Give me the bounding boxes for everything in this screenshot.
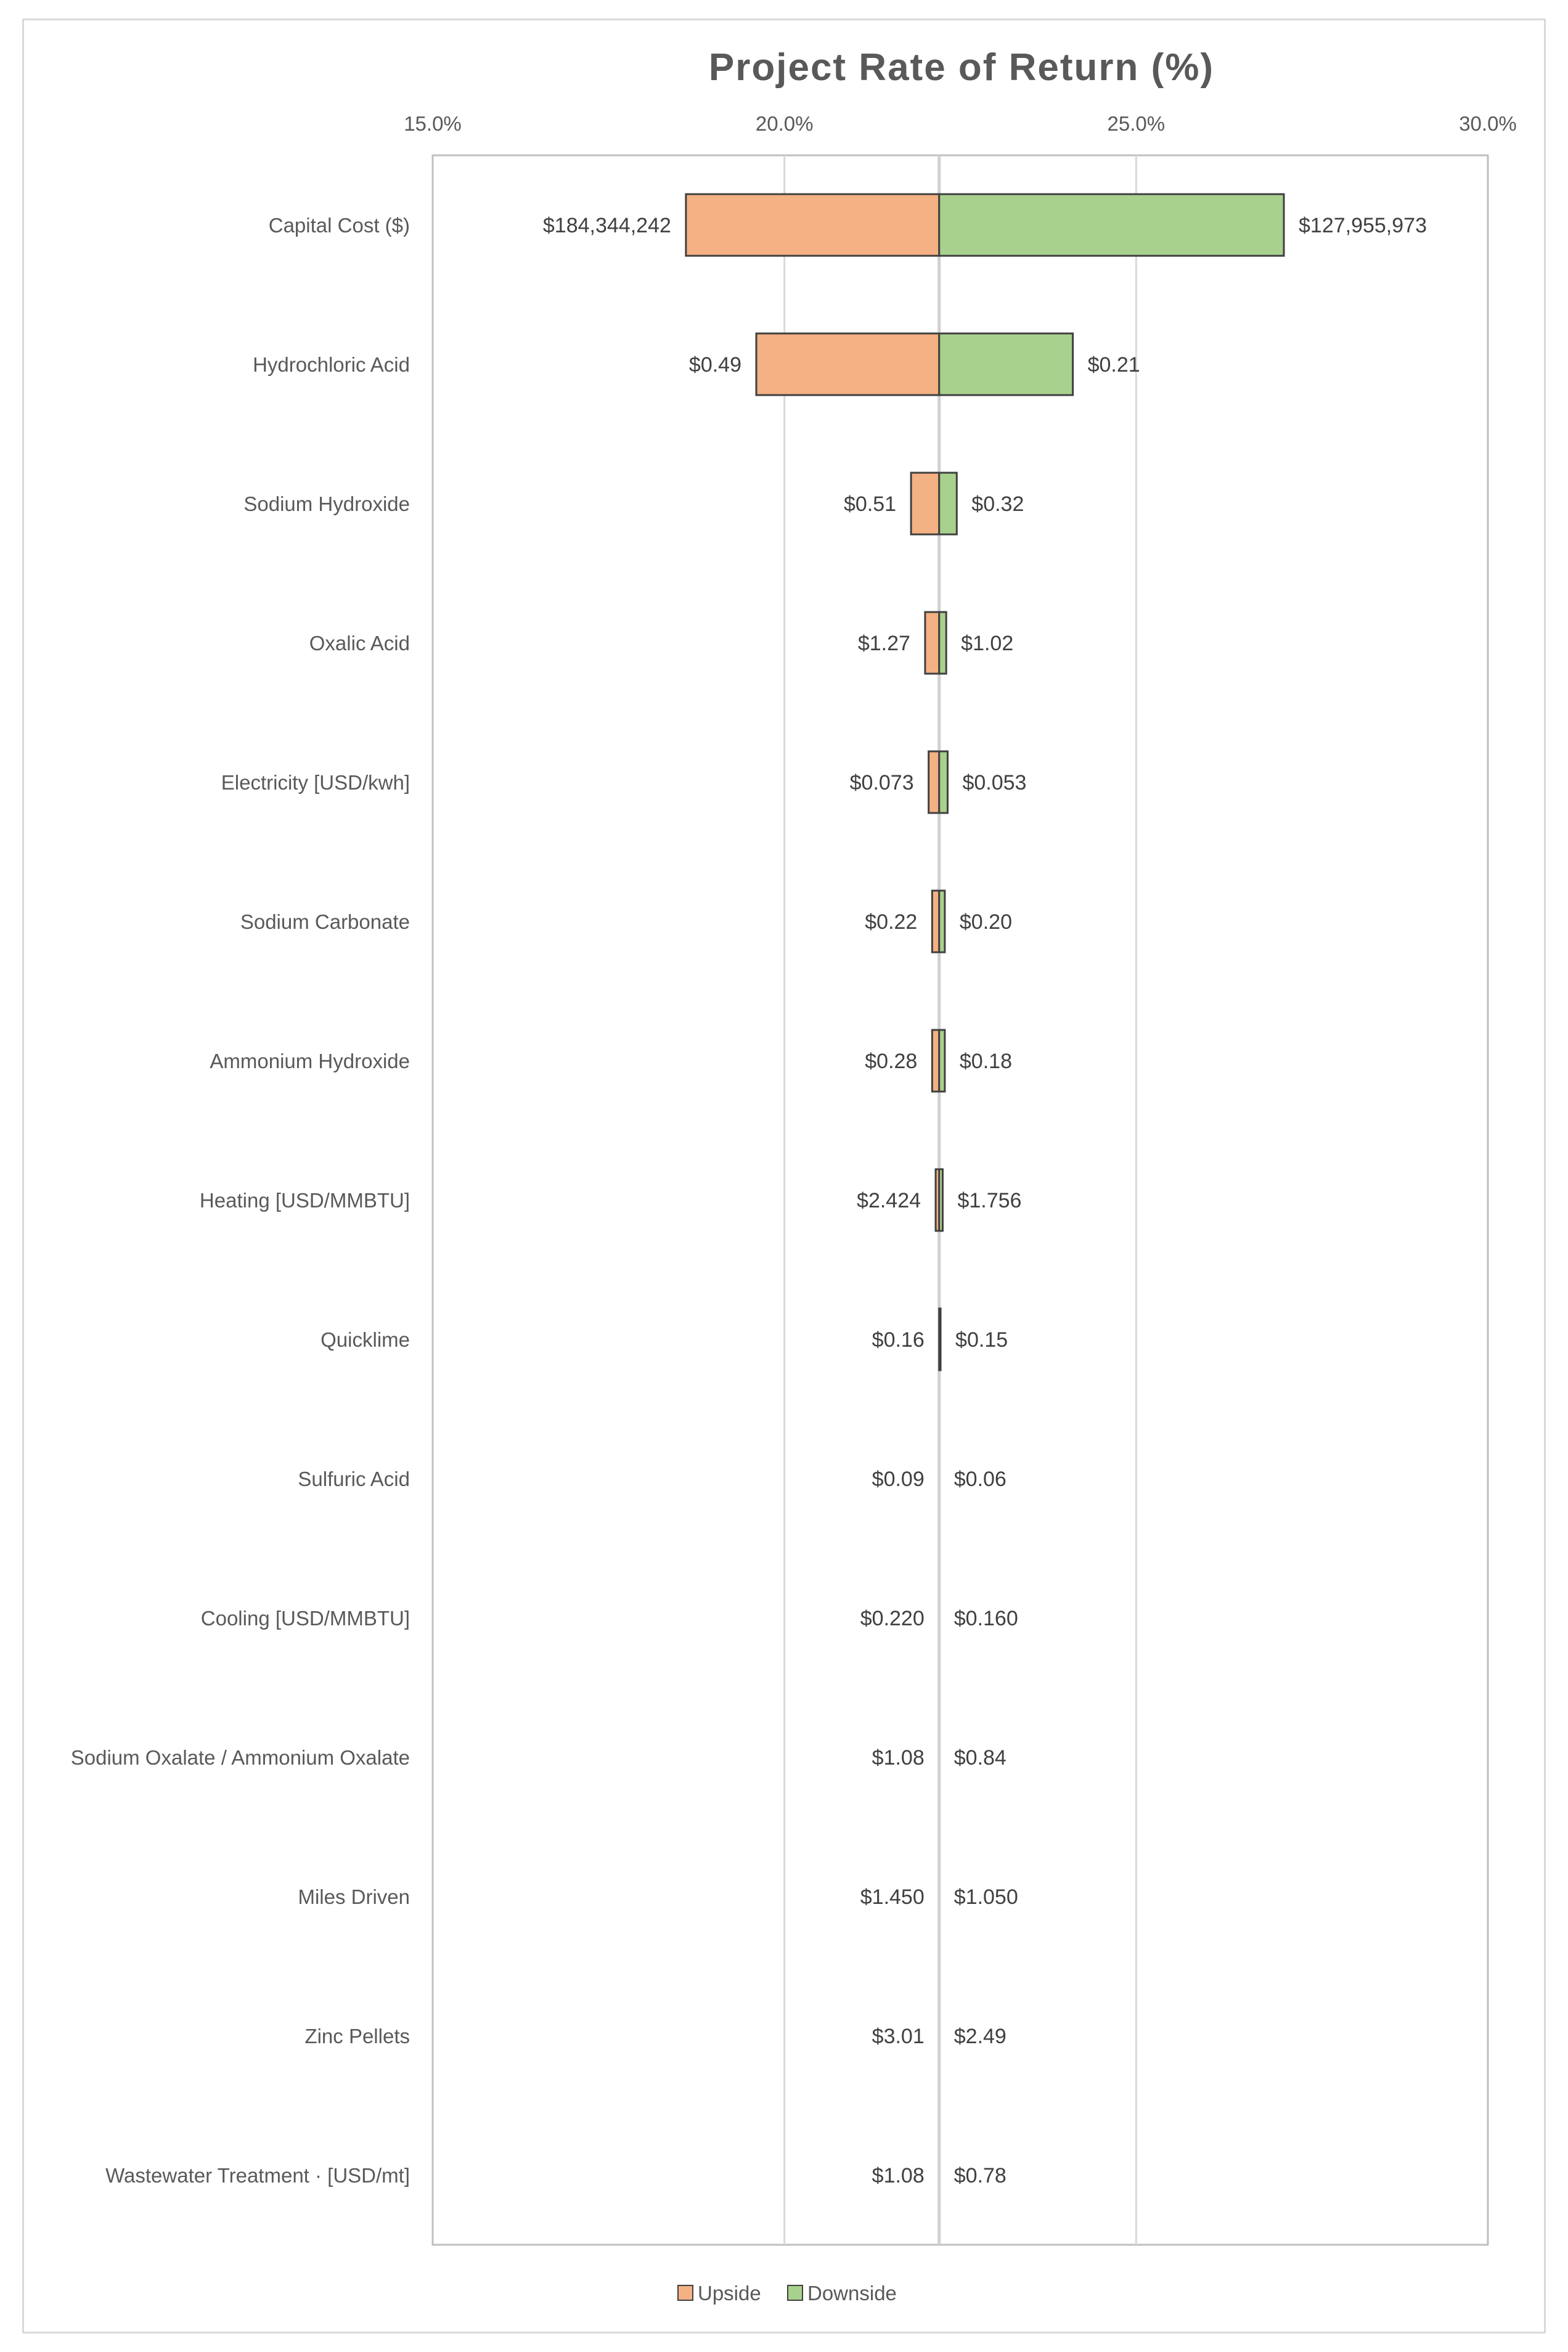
data-label-downside: $0.15 [955, 1328, 1008, 1352]
x-tick-label: 30.0% [1459, 112, 1517, 135]
bar-upside [931, 889, 941, 953]
data-label-upside: $0.220 [860, 1607, 925, 1630]
category-label: Electricity [USD/kwh] [221, 771, 410, 794]
bar-upside [755, 332, 941, 396]
bar-downside [938, 1029, 946, 1093]
x-tick-label: 25.0% [1108, 112, 1166, 135]
data-label-downside: $127,955,973 [1299, 214, 1427, 237]
bar-upside [928, 750, 941, 814]
category-label: Zinc Pellets [304, 2025, 410, 2048]
data-label-upside: $184,344,242 [543, 214, 671, 237]
bar-downside [938, 472, 958, 536]
category-label: Hydrochloric Acid [253, 353, 410, 376]
category-label: Sodium Oxalate / Ammonium Oxalate [71, 1746, 410, 1769]
legend-swatch [787, 2285, 803, 2301]
data-label-upside: $0.16 [872, 1328, 925, 1352]
data-label-upside: $0.09 [872, 1468, 925, 1491]
x-tick-label: 20.0% [756, 112, 814, 135]
category-label: Wastewater Treatment · [USD/mt] [105, 2164, 410, 2187]
bar-downside [938, 1168, 944, 1232]
category-label: Sodium Hydroxide [243, 492, 410, 515]
category-label: Sodium Carbonate [240, 910, 410, 933]
bar-downside [938, 332, 1074, 396]
data-label-downside: $0.20 [960, 910, 1012, 934]
category-label: Sulfuric Acid [298, 1468, 410, 1490]
category-label: Quicklime [321, 1328, 410, 1351]
data-label-downside: $1.02 [961, 632, 1013, 655]
category-label: Ammonium Hydroxide [210, 1050, 410, 1072]
bar-downside [938, 193, 1285, 257]
bar-upside [910, 472, 941, 536]
category-labels: Capital Cost ($) Hydrochloric Acid Sodium … [71, 214, 410, 2187]
data-label-upside: $0.49 [689, 353, 741, 377]
bar-downside [938, 889, 946, 953]
category-label: Cooling [USD/MMBTU] [201, 1607, 410, 1630]
data-label-upside: $0.28 [865, 1050, 917, 1073]
category-label: Oxalic Acid [309, 632, 410, 655]
data-label-downside: $0.32 [971, 492, 1024, 516]
data-label-upside: $1.27 [858, 632, 910, 655]
category-label: Capital Cost ($) [269, 214, 410, 237]
data-label-upside: $0.073 [850, 771, 914, 794]
data-label-downside: $2.49 [954, 2025, 1007, 2048]
data-label-downside: $0.06 [954, 1468, 1007, 1491]
x-axis-ticks: 15.0% 20.0% 25.0% 30.0% [404, 112, 1517, 135]
category-label: Miles Driven [298, 1885, 410, 1908]
bar-downside [938, 1307, 942, 1371]
legend-label: Downside [807, 2282, 897, 2305]
data-label-upside: $0.51 [844, 492, 896, 516]
data-label-upside: $0.22 [865, 910, 917, 934]
category-label: Heating [USD/MMBTU] [200, 1189, 410, 1212]
bars [685, 193, 1285, 1371]
data-label-downside: $0.84 [954, 1746, 1007, 1770]
bar-upside [685, 193, 941, 257]
data-label-upside: $1.450 [860, 1885, 925, 1909]
data-label-upside: $3.01 [872, 2025, 925, 2048]
legend-label: Upside [698, 2282, 761, 2305]
legend-swatch [677, 2285, 693, 2301]
bar-upside [931, 1029, 941, 1093]
data-label-upside: $2.424 [857, 1189, 921, 1212]
data-label-downside: $0.053 [962, 771, 1026, 794]
x-tick-label: 15.0% [404, 112, 462, 135]
data-label-downside: $0.78 [954, 2164, 1007, 2187]
bar-upside [924, 611, 941, 675]
data-label-downside: $1.050 [954, 1885, 1018, 1909]
legend: Upside Downside [677, 2282, 897, 2305]
data-label-upside: $1.08 [872, 1746, 925, 1770]
data-label-downside: $0.21 [1088, 353, 1140, 377]
bar-downside [938, 750, 949, 814]
data-labels: $184,344,242 $127,955,973 $0.49 $0.21 $0.51 $… [543, 214, 1427, 2187]
plot-area-border [431, 154, 1489, 2246]
chart-title: Project Rate of Return (%) [709, 46, 1214, 89]
data-label-downside: $1.756 [957, 1189, 1021, 1212]
bar-downside [938, 611, 947, 675]
data-label-downside: $0.160 [954, 1607, 1018, 1630]
data-label-upside: $1.08 [872, 2164, 925, 2187]
data-label-downside: $0.18 [960, 1050, 1012, 1073]
